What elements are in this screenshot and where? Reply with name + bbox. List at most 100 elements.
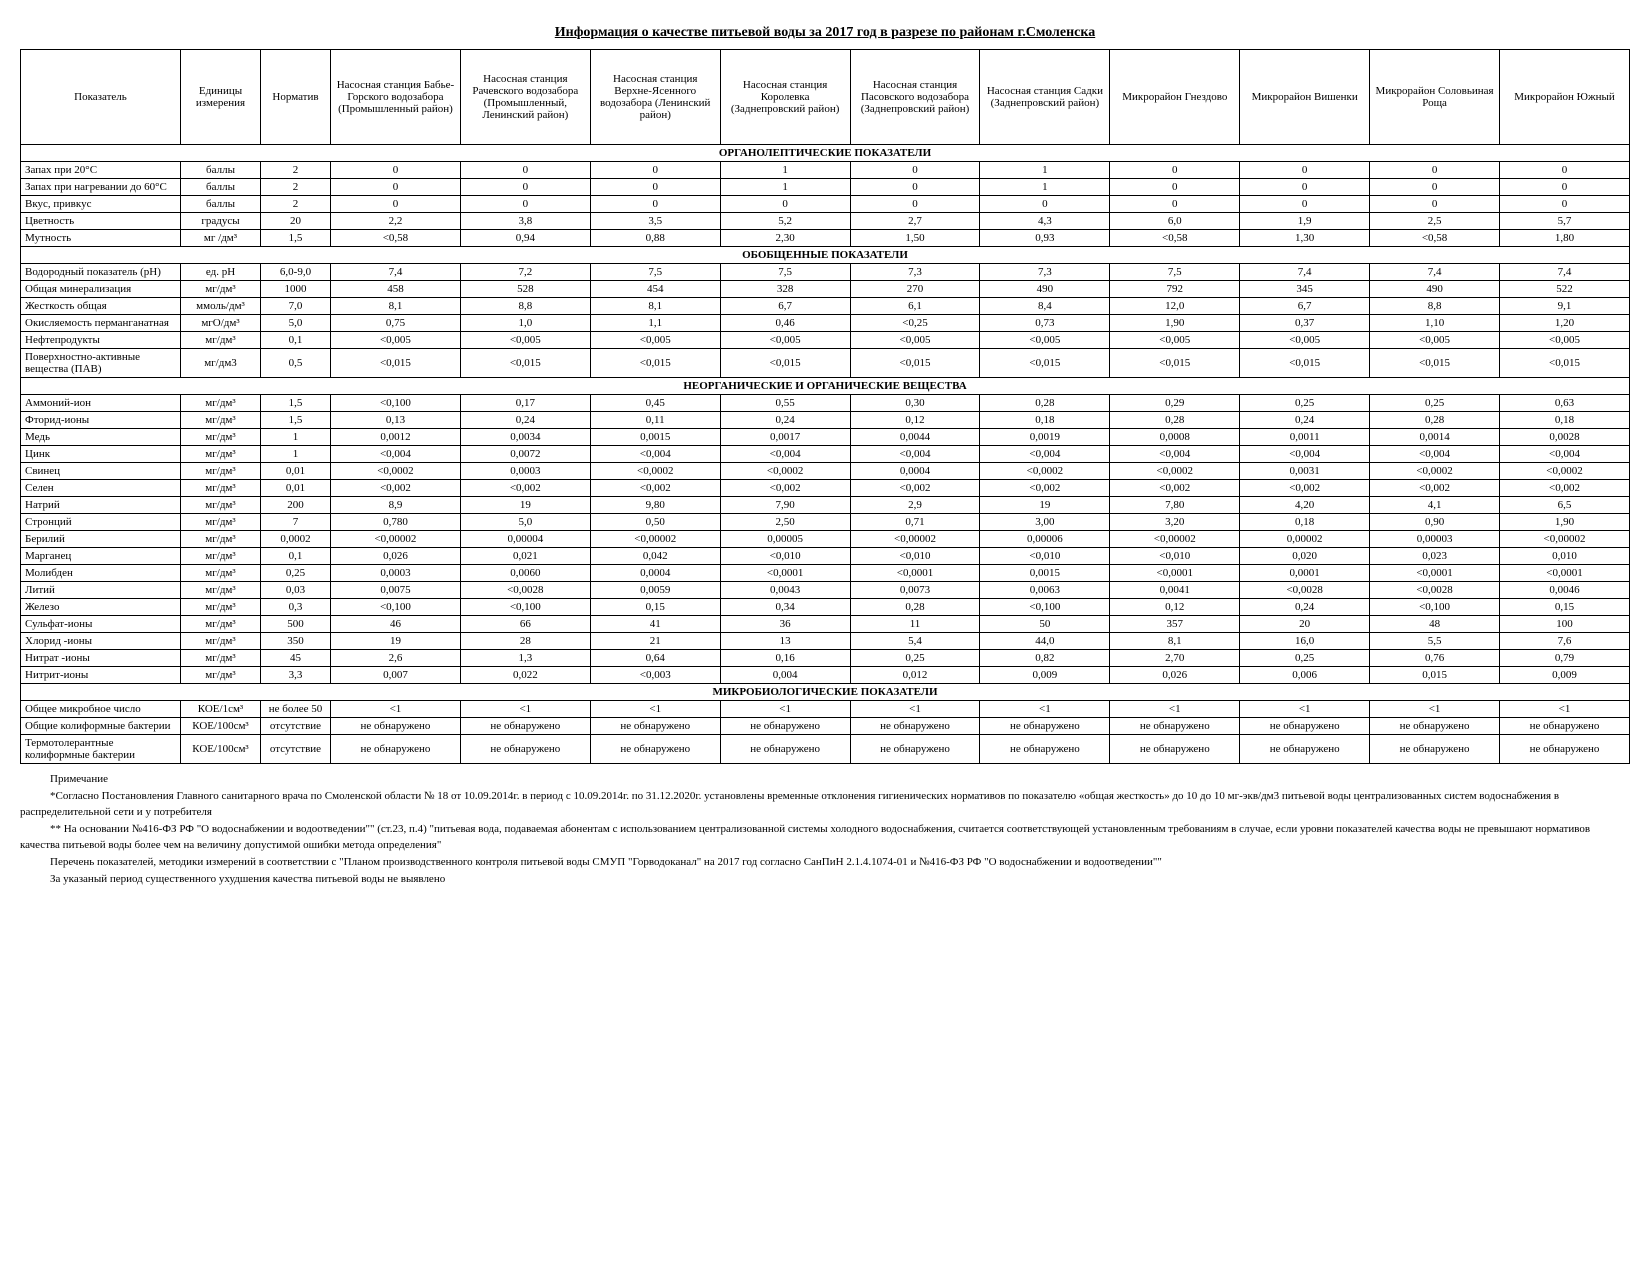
value-cell: 0,00004 (460, 531, 590, 548)
value-cell: <1 (1370, 701, 1500, 718)
value-cell: 7,4 (1240, 264, 1370, 281)
value-cell: <0,0002 (1500, 463, 1630, 480)
value-cell: <0,00002 (331, 531, 461, 548)
value-cell: 0,63 (1500, 395, 1630, 412)
col-station-3: Насосная станция Королевка (Заднепровски… (720, 50, 850, 145)
value-cell: <0,002 (331, 480, 461, 497)
value-cell: 0 (1240, 179, 1370, 196)
value-cell: 0,24 (720, 412, 850, 429)
value-cell: 6,7 (720, 298, 850, 315)
value-cell: 0,13 (331, 412, 461, 429)
page-title: Информация о качестве питьевой воды за 2… (20, 25, 1630, 41)
table-row: Жесткость общаяммоль/дм³7,08,18,88,16,76… (21, 298, 1630, 315)
value-cell: не обнаружено (850, 735, 980, 764)
value-cell: 0,25 (1240, 650, 1370, 667)
value-cell: <0,002 (850, 480, 980, 497)
value-cell: 0,0034 (460, 429, 590, 446)
col-station-0: Насосная станция Бабье-Горского водозабо… (331, 50, 461, 145)
value-cell: 0,0014 (1370, 429, 1500, 446)
value-cell: 454 (590, 281, 720, 298)
unit-cell: мгО/дм³ (181, 315, 261, 332)
value-cell: 6,7 (1240, 298, 1370, 315)
value-cell: 0 (1110, 162, 1240, 179)
value-cell: <0,002 (460, 480, 590, 497)
indicator-name: Общее микробное число (21, 701, 181, 718)
indicator-name: Общие колиформные бактерии (21, 718, 181, 735)
value-cell: 41 (590, 616, 720, 633)
table-row: Цветностьградусы202,23,83,55,22,74,36,01… (21, 213, 1630, 230)
indicator-name: Водородный показатель (рН) (21, 264, 181, 281)
value-cell: 0,004 (720, 667, 850, 684)
value-cell: 9,80 (590, 497, 720, 514)
value-cell: 7,5 (590, 264, 720, 281)
unit-cell: мг/дм³ (181, 616, 261, 633)
value-cell: <0,005 (1110, 332, 1240, 349)
value-cell: <0,005 (460, 332, 590, 349)
col-station-9: Микрорайон Южный (1500, 50, 1630, 145)
col-station-8: Микрорайон Соловьиная Роща (1370, 50, 1500, 145)
unit-cell: КОЕ/100см³ (181, 735, 261, 764)
value-cell: <0,0001 (1370, 565, 1500, 582)
value-cell: <0,015 (850, 349, 980, 378)
value-cell: 3,8 (460, 213, 590, 230)
value-cell: 50 (980, 616, 1110, 633)
table-row: Фторид-ионымг/дм³1,50,130,240,110,240,12… (21, 412, 1630, 429)
value-cell: <0,58 (1110, 230, 1240, 247)
norm-cell: 5,0 (261, 315, 331, 332)
value-cell: 4,1 (1370, 497, 1500, 514)
value-cell: <1 (1500, 701, 1630, 718)
unit-cell: баллы (181, 162, 261, 179)
value-cell: 0,79 (1500, 650, 1630, 667)
value-cell: 0,16 (720, 650, 850, 667)
col-station-7: Микрорайон Вишенки (1240, 50, 1370, 145)
value-cell: 2,6 (331, 650, 461, 667)
value-cell: 44,0 (980, 633, 1110, 650)
value-cell: <0,100 (331, 395, 461, 412)
table-row: Запах при нагревании до 60°Сбаллы2000101… (21, 179, 1630, 196)
norm-cell: 45 (261, 650, 331, 667)
value-cell: 8,8 (460, 298, 590, 315)
value-cell: <1 (980, 701, 1110, 718)
indicator-name: Жесткость общая (21, 298, 181, 315)
value-cell: 2,5 (1370, 213, 1500, 230)
value-cell: не обнаружено (1370, 718, 1500, 735)
value-cell: не обнаружено (331, 718, 461, 735)
norm-cell: отсутствие (261, 718, 331, 735)
value-cell: 0,009 (1500, 667, 1630, 684)
value-cell: 0 (850, 162, 980, 179)
value-cell: 7,2 (460, 264, 590, 281)
value-cell: 0,90 (1370, 514, 1500, 531)
value-cell: <0,0001 (1500, 565, 1630, 582)
col-station-6: Микрорайон Гнездово (1110, 50, 1240, 145)
value-cell: <0,015 (331, 349, 461, 378)
section-title: ОБОБЩЕННЫЕ ПОКАЗАТЕЛИ (21, 247, 1630, 264)
value-cell: 0,30 (850, 395, 980, 412)
value-cell: 0 (720, 196, 850, 213)
table-row: Водородный показатель (рН)ед. рН6,0-9,07… (21, 264, 1630, 281)
norm-cell: 1,5 (261, 395, 331, 412)
value-cell: 0,24 (1240, 412, 1370, 429)
value-cell: 7,4 (331, 264, 461, 281)
value-cell: не обнаружено (1240, 735, 1370, 764)
value-cell: 0,0046 (1500, 582, 1630, 599)
table-row: Молибденмг/дм³0,250,00030,00600,0004<0,0… (21, 565, 1630, 582)
value-cell: <0,002 (980, 480, 1110, 497)
value-cell: 2,70 (1110, 650, 1240, 667)
value-cell: 2,50 (720, 514, 850, 531)
norm-cell: отсутствие (261, 735, 331, 764)
value-cell: 1,9 (1240, 213, 1370, 230)
unit-cell: мг/дм³ (181, 463, 261, 480)
value-cell: 0,0001 (1240, 565, 1370, 582)
norm-cell: 6,0-9,0 (261, 264, 331, 281)
value-cell: <0,002 (720, 480, 850, 497)
value-cell: 0,0008 (1110, 429, 1240, 446)
value-cell: <0,00002 (590, 531, 720, 548)
value-cell: <0,010 (850, 548, 980, 565)
value-cell: 0,25 (1370, 395, 1500, 412)
table-row: Сульфат-ионымг/дм³5004666413611503572048… (21, 616, 1630, 633)
value-cell: 0,18 (1240, 514, 1370, 531)
value-cell: <0,58 (331, 230, 461, 247)
norm-cell: 7,0 (261, 298, 331, 315)
norm-cell: 7 (261, 514, 331, 531)
col-station-2: Насосная станция Верхне-Ясенного водозаб… (590, 50, 720, 145)
